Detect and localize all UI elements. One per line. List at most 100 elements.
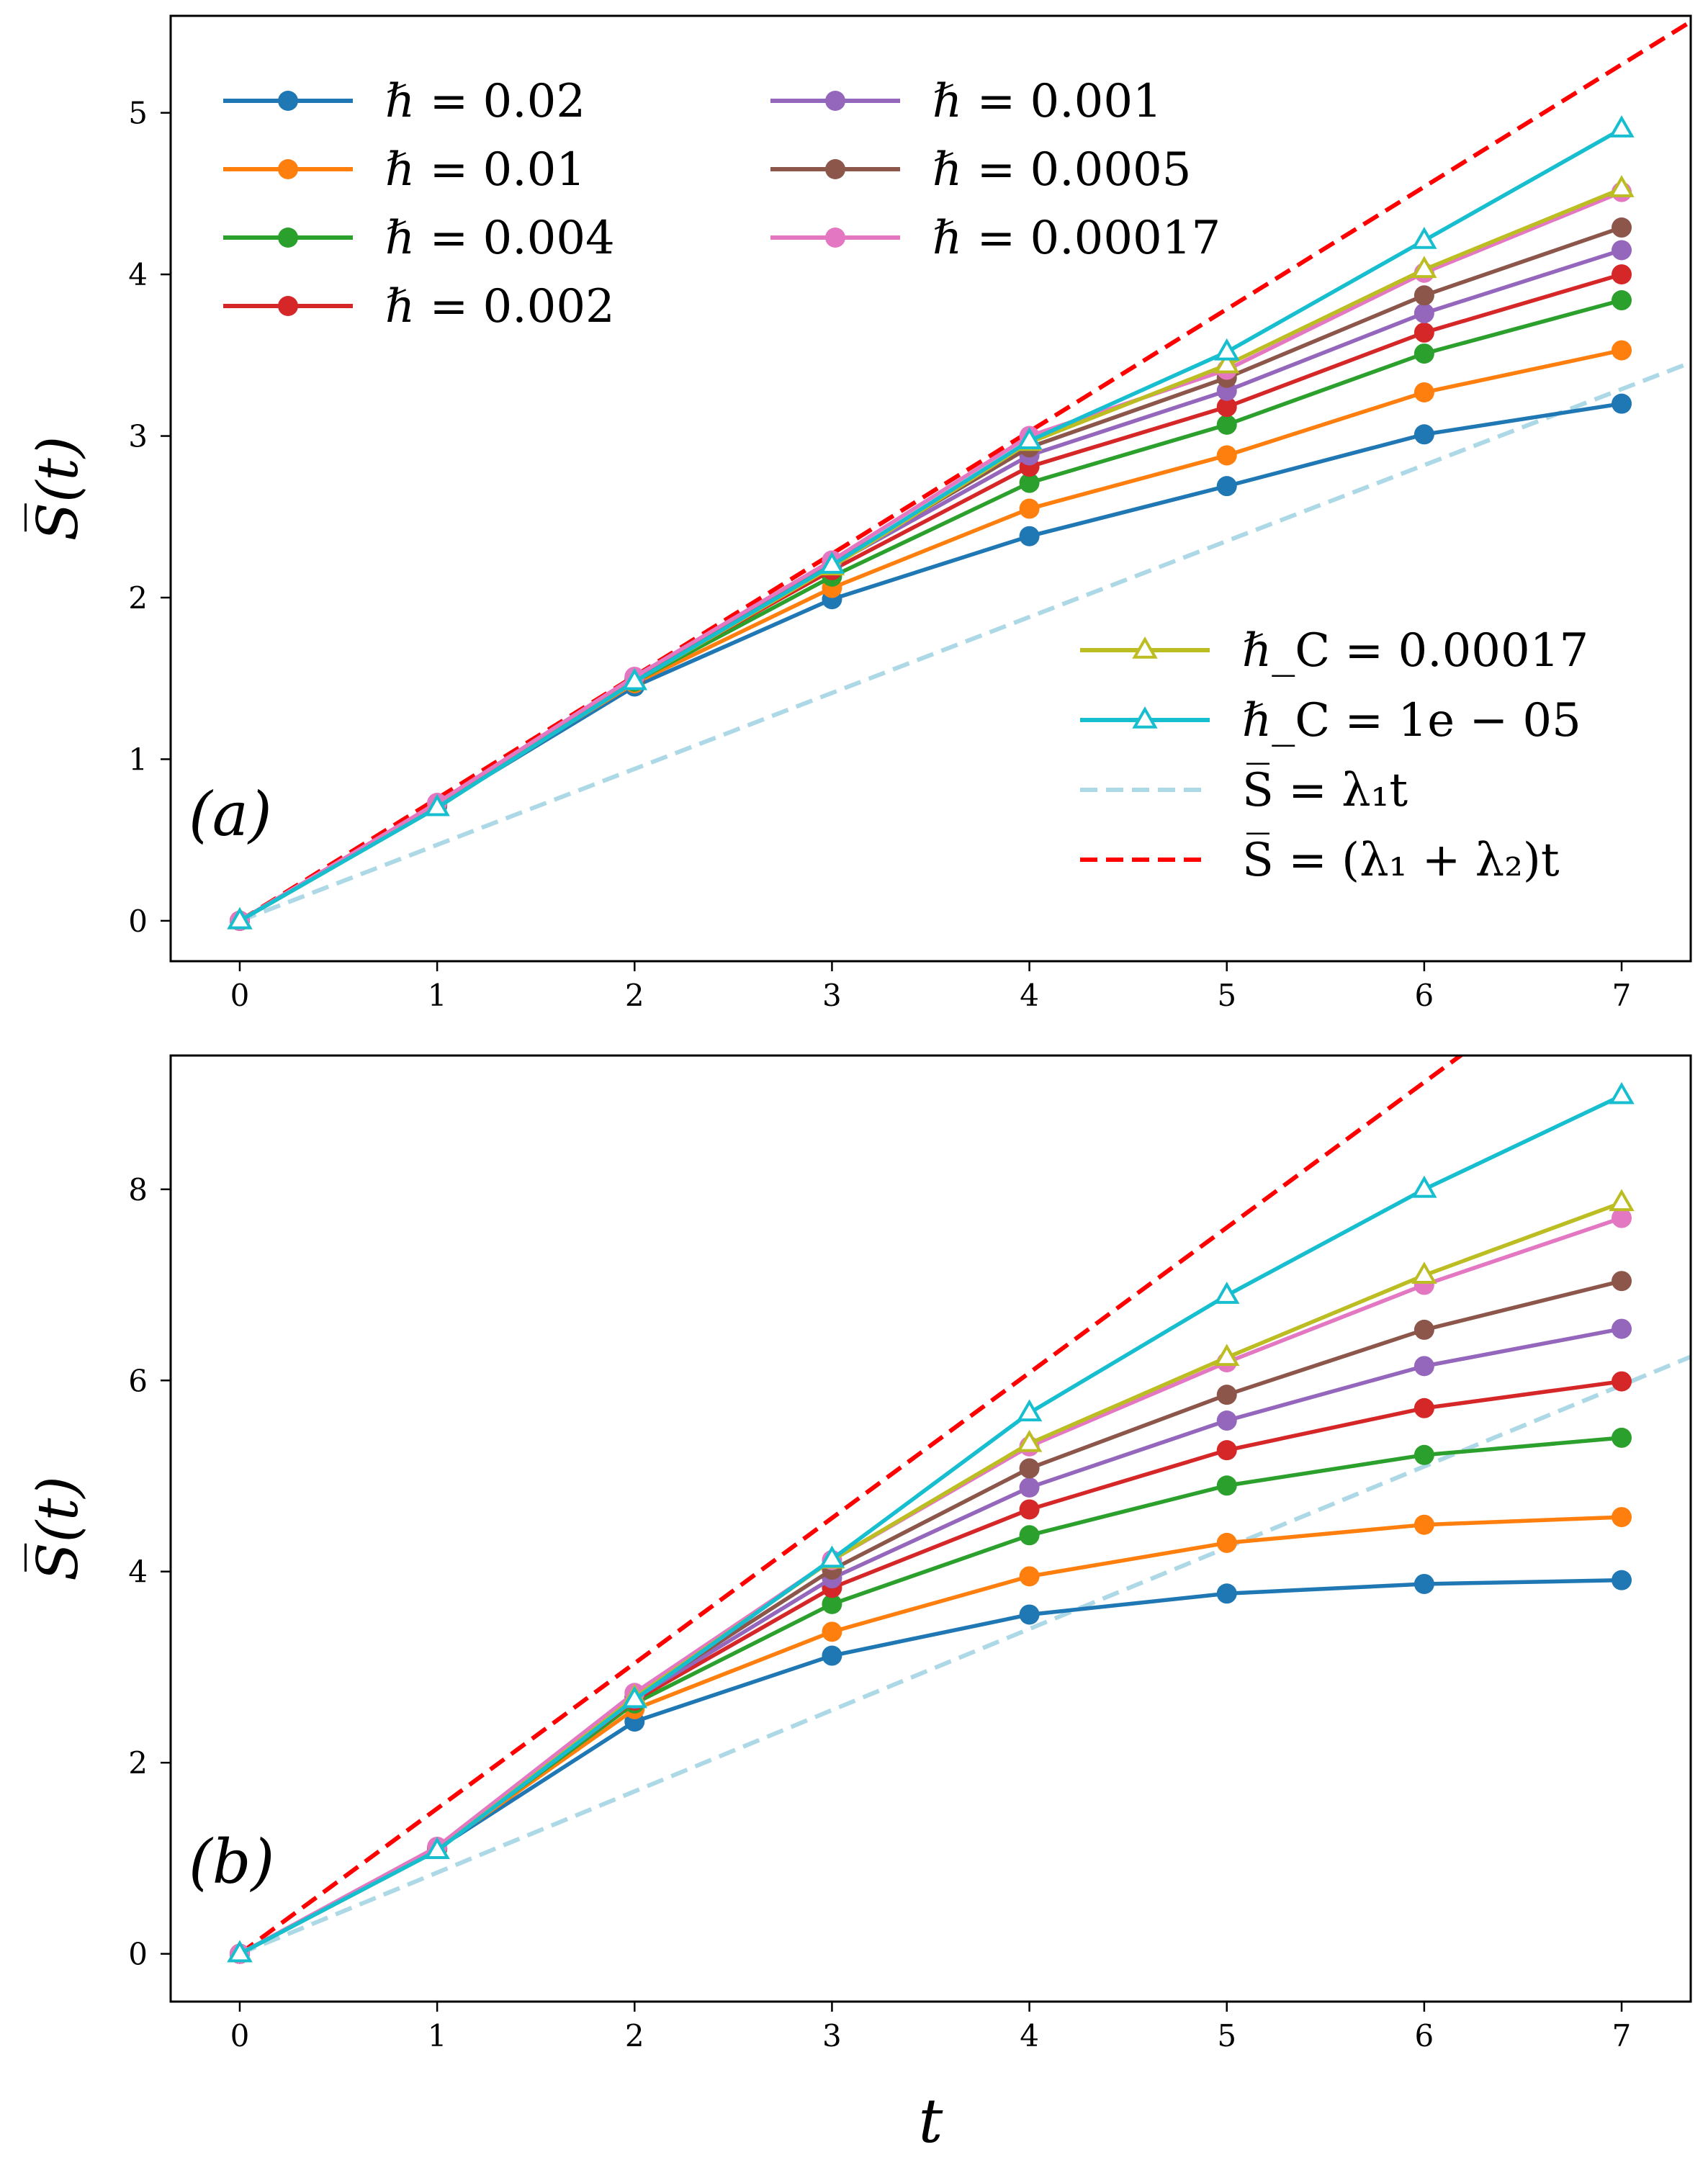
data-point <box>1609 175 1635 197</box>
legend-main: ℏ = 0.02 ℏ = 0.01 ℏ = 0.004 ℏ = 0.002 ℏ = 0.… <box>223 75 1221 333</box>
legend-label: ℏ_C = 0.00017 <box>1242 624 1588 678</box>
data-point <box>1411 226 1437 249</box>
legend-marker <box>278 159 298 179</box>
data-point <box>1216 1385 1237 1405</box>
data-point <box>1016 1429 1043 1452</box>
legend-label: S̅ = λ₁t <box>1242 762 1408 817</box>
data-point <box>1214 351 1240 374</box>
data-point <box>1411 256 1437 279</box>
data-point <box>1609 115 1635 138</box>
data-point <box>1413 1398 1434 1418</box>
series-line <box>238 1436 1622 1956</box>
data-point <box>1019 1525 1040 1546</box>
legend-entry: S̅ = (λ₁ + λ₂)t <box>1080 832 1560 887</box>
legend-label: ℏ = 0.002 <box>385 280 615 333</box>
data-point <box>1216 1410 1237 1431</box>
legend-marker <box>825 228 845 248</box>
series-hbar-0-002 <box>229 264 1632 931</box>
data-point <box>822 1593 842 1614</box>
legend-extra: ℏ_C = 0.00017 ℏ_C = 1e − 05 S̅ = λ₁t S̅ = (… <box>1080 624 1588 887</box>
series-line <box>238 1094 1623 1956</box>
data-point <box>1016 1399 1043 1422</box>
series-hbar-0-02 <box>229 1570 1632 1964</box>
data-point <box>1609 1189 1635 1212</box>
data-point <box>1413 1514 1434 1535</box>
x-tick-label: 3 <box>822 978 842 1013</box>
data-point <box>822 1621 842 1642</box>
x-tick-label: 0 <box>230 2018 250 2053</box>
plot-frame <box>169 1054 1692 2003</box>
data-point <box>1612 1207 1632 1228</box>
data-point <box>1019 1477 1040 1498</box>
data-point <box>1413 1356 1434 1377</box>
series-line <box>238 1578 1622 1956</box>
series-hbar-c-1e-05 <box>227 1081 1635 1963</box>
legend-entry: S̅ = λ₁t <box>1080 762 1408 817</box>
data-point <box>1019 526 1040 546</box>
panel-label: (a) <box>189 779 272 850</box>
data-point <box>1216 1475 1237 1496</box>
data-point <box>1216 397 1237 418</box>
y-tick-label: 5 <box>128 96 148 131</box>
x-tick-label: 0 <box>230 978 250 1013</box>
data-point <box>1413 1319 1434 1340</box>
data-point <box>1214 338 1240 361</box>
data-point <box>1216 1440 1237 1461</box>
legend-entry: ℏ = 0.00017 <box>770 212 1221 265</box>
data-point <box>1214 1282 1240 1304</box>
data-point <box>1612 217 1632 238</box>
data-point <box>1612 1427 1632 1448</box>
data-point <box>1019 1604 1040 1625</box>
data-point <box>1019 1458 1040 1479</box>
data-point <box>424 793 450 816</box>
legend-label: S̅ = (λ₁ + λ₂)t <box>1242 832 1560 887</box>
y-tick-label: 4 <box>128 1554 148 1590</box>
data-point <box>424 1837 450 1860</box>
x-tick-label: 7 <box>1612 2018 1632 2053</box>
x-tick-label: 1 <box>428 978 447 1013</box>
data-point <box>1019 472 1040 493</box>
plot-frame <box>169 14 1692 963</box>
legend-entry: ℏ = 0.0005 <box>770 143 1191 197</box>
panel-b: 0 1 2 3 4 5 6 7 0 2 4 6 8 S̅(t) (b) <box>24 1054 1692 2053</box>
data-point <box>1413 1444 1434 1465</box>
data-point <box>1413 1573 1434 1594</box>
data-point <box>1216 445 1237 466</box>
data-point <box>1216 1583 1237 1604</box>
y-tick-label: 2 <box>128 1745 148 1781</box>
x-tick-label: 4 <box>1020 978 1039 1013</box>
data-point <box>227 906 253 930</box>
data-point <box>1413 424 1434 445</box>
data-point <box>1612 264 1632 285</box>
x-axis-title: t <box>919 2086 943 2156</box>
legend-entry: ℏ = 0.002 <box>223 280 615 333</box>
legend-marker <box>825 159 845 179</box>
legend-entry: ℏ_C = 1e − 05 <box>1080 694 1581 747</box>
legend-label: ℏ_C = 1e − 05 <box>1242 694 1581 747</box>
legend-marker <box>278 296 298 316</box>
data-point <box>1413 382 1434 402</box>
data-point <box>1016 427 1043 450</box>
y-tick-label: 6 <box>128 1363 148 1398</box>
x-tick-label: 5 <box>1217 978 1236 1013</box>
data-point <box>227 1940 253 1963</box>
data-point <box>1413 285 1434 306</box>
y-axis-title: S̅(t) <box>24 1476 91 1581</box>
data-point <box>621 1686 647 1709</box>
x-tick-label: 7 <box>1612 978 1632 1013</box>
legend-label: ℏ = 0.001 <box>932 75 1162 128</box>
data-point <box>1019 1566 1040 1587</box>
series-line <box>238 190 1623 923</box>
series-line <box>238 1326 1622 1956</box>
plot-area <box>227 1056 1691 1964</box>
legend-label: ℏ = 0.00017 <box>932 212 1221 265</box>
legend-entry: ℏ = 0.001 <box>770 75 1162 128</box>
data-point <box>1216 476 1237 497</box>
legend-entry: ℏ = 0.01 <box>223 143 585 197</box>
x-tick-label: 6 <box>1415 2018 1434 2053</box>
legend-marker <box>1132 706 1158 729</box>
y-tick-label: 0 <box>128 904 148 939</box>
y-tick-label: 4 <box>128 257 148 292</box>
series-line <box>238 127 1623 923</box>
